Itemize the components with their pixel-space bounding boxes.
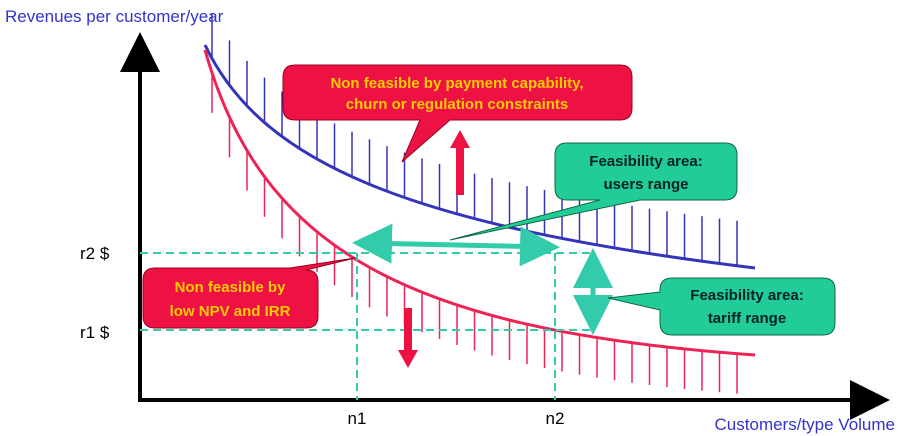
users-range-arrow: [352, 223, 560, 267]
y-axis-label: Revenues per customer/year: [5, 7, 224, 26]
callout-text: Non feasible by payment capability,: [330, 75, 583, 92]
x-tick-label: n2: [546, 409, 565, 428]
callout-text: low NPV and IRR: [170, 303, 291, 320]
y-tick-label: r1 $: [80, 323, 110, 342]
up-arrow: [450, 130, 470, 195]
callout-text: churn or regulation constraints: [346, 96, 569, 113]
y-tick-label: r2 $: [80, 244, 110, 263]
x-tick-label: n1: [348, 409, 367, 428]
upper-curve: [203, 44, 756, 270]
callout-box: [142, 257, 356, 329]
callout-box: [607, 277, 836, 336]
down-arrow: [398, 308, 418, 368]
callout-box: [282, 64, 633, 163]
callout-box: [449, 142, 738, 241]
callout-text: tariff range: [708, 310, 786, 327]
callout-text: Feasibility area:: [589, 153, 702, 170]
callout-text: Non feasible by: [175, 279, 287, 296]
x-axis-label: Customers/type Volume: [715, 415, 895, 434]
callout-text: Feasibility area:: [690, 287, 803, 304]
callout-text: users range: [603, 176, 688, 193]
